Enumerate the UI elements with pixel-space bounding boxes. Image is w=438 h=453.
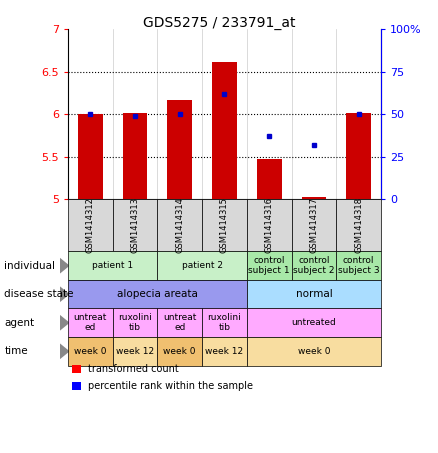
Bar [78, 114, 102, 199]
Text: ruxolini
tib: ruxolini tib [208, 313, 241, 333]
Text: ruxolini
tib: ruxolini tib [118, 313, 152, 333]
Text: time: time [4, 346, 28, 357]
Text: transformed count: transformed count [88, 364, 178, 374]
Text: week 12: week 12 [205, 347, 244, 356]
Text: percentile rank within the sample: percentile rank within the sample [88, 381, 253, 391]
Text: GDS5275 / 233791_at: GDS5275 / 233791_at [143, 16, 295, 30]
Text: patient 2: patient 2 [182, 261, 223, 270]
Text: week 12: week 12 [116, 347, 154, 356]
Text: GSM1414316: GSM1414316 [265, 198, 274, 253]
Text: normal: normal [296, 289, 332, 299]
Bar [257, 159, 282, 199]
Text: individual: individual [4, 260, 55, 271]
Text: control
subject 3: control subject 3 [338, 256, 379, 275]
Text: GSM1414315: GSM1414315 [220, 198, 229, 253]
Text: disease state: disease state [4, 289, 74, 299]
Text: alopecia areata: alopecia areata [117, 289, 198, 299]
Text: GSM1414314: GSM1414314 [175, 198, 184, 253]
Bar [123, 113, 147, 199]
Bar [346, 113, 371, 199]
Text: patient 1: patient 1 [92, 261, 133, 270]
Text: control
subject 1: control subject 1 [248, 256, 290, 275]
Text: untreat
ed: untreat ed [74, 313, 107, 333]
Text: week 0: week 0 [163, 347, 196, 356]
Text: GSM1414317: GSM1414317 [310, 198, 318, 253]
Text: week 0: week 0 [298, 347, 330, 356]
Text: agent: agent [4, 318, 35, 328]
Text: GSM1414312: GSM1414312 [86, 198, 95, 253]
Bar [212, 62, 237, 199]
Text: untreated: untreated [292, 318, 336, 327]
Text: GSM1414318: GSM1414318 [354, 198, 363, 253]
Bar [302, 197, 326, 199]
Text: untreat
ed: untreat ed [163, 313, 196, 333]
Text: control
subject 2: control subject 2 [293, 256, 335, 275]
Text: week 0: week 0 [74, 347, 106, 356]
Text: GSM1414313: GSM1414313 [131, 198, 139, 253]
Bar [167, 100, 192, 199]
